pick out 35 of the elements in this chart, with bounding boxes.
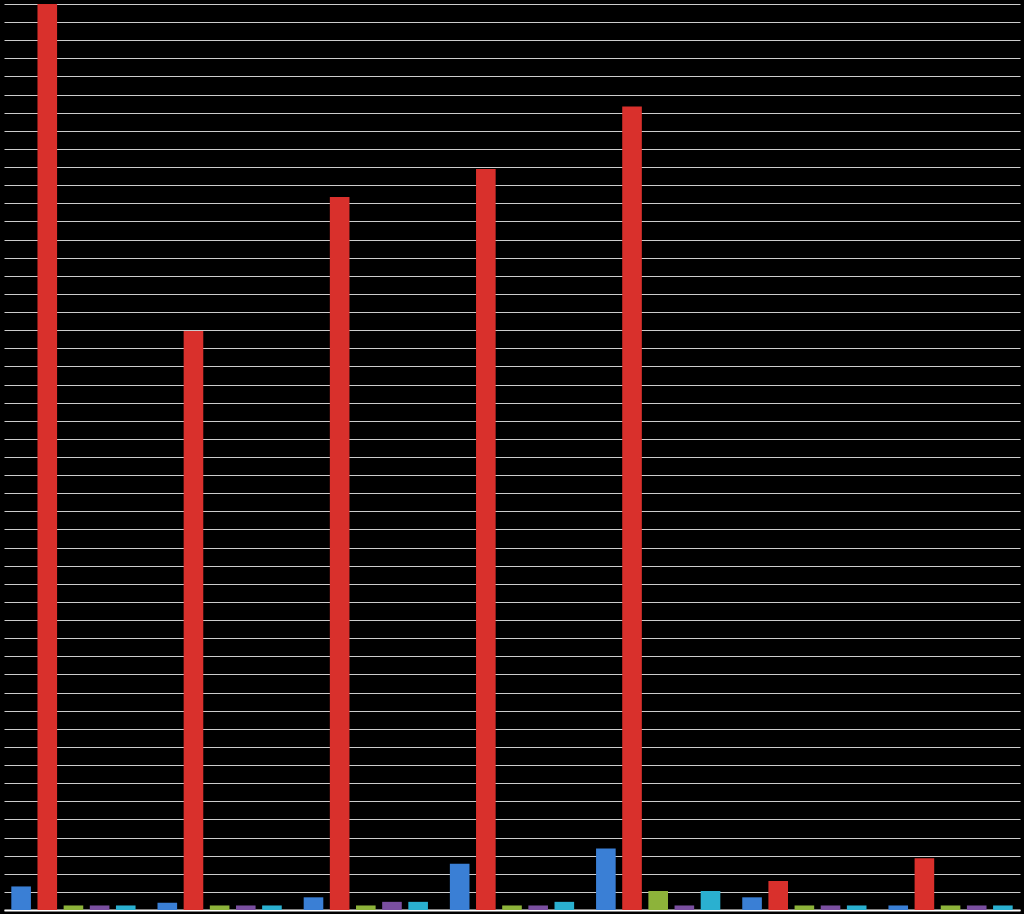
- bar: [674, 905, 695, 910]
- bar: [408, 901, 428, 910]
- bar: [914, 858, 935, 910]
- bar: [449, 863, 470, 910]
- bar: [63, 905, 84, 910]
- bar: [502, 905, 522, 910]
- bar: [303, 897, 324, 910]
- bar: [183, 331, 204, 910]
- bar: [648, 890, 668, 910]
- bar: [115, 905, 136, 910]
- bar: [157, 902, 178, 910]
- bar: [37, 4, 58, 910]
- bar: [596, 848, 616, 910]
- bar: [888, 905, 909, 910]
- bar: [768, 881, 789, 910]
- bar: [794, 905, 815, 910]
- bar: [940, 905, 961, 910]
- bar: [476, 168, 496, 910]
- bar: [329, 196, 350, 910]
- bar: [820, 905, 841, 910]
- bar: [235, 905, 256, 910]
- bar: [209, 905, 230, 910]
- bar: [382, 901, 402, 910]
- bar: [700, 890, 721, 910]
- bar: [262, 905, 282, 910]
- bar: [528, 905, 548, 910]
- bar: [11, 886, 31, 910]
- bar: [356, 905, 376, 910]
- bar: [742, 897, 762, 910]
- bar: [622, 106, 642, 910]
- bar: [993, 905, 1013, 910]
- bar: [554, 901, 575, 910]
- bar: [966, 905, 987, 910]
- bar: [846, 905, 867, 910]
- bar: [89, 905, 110, 910]
